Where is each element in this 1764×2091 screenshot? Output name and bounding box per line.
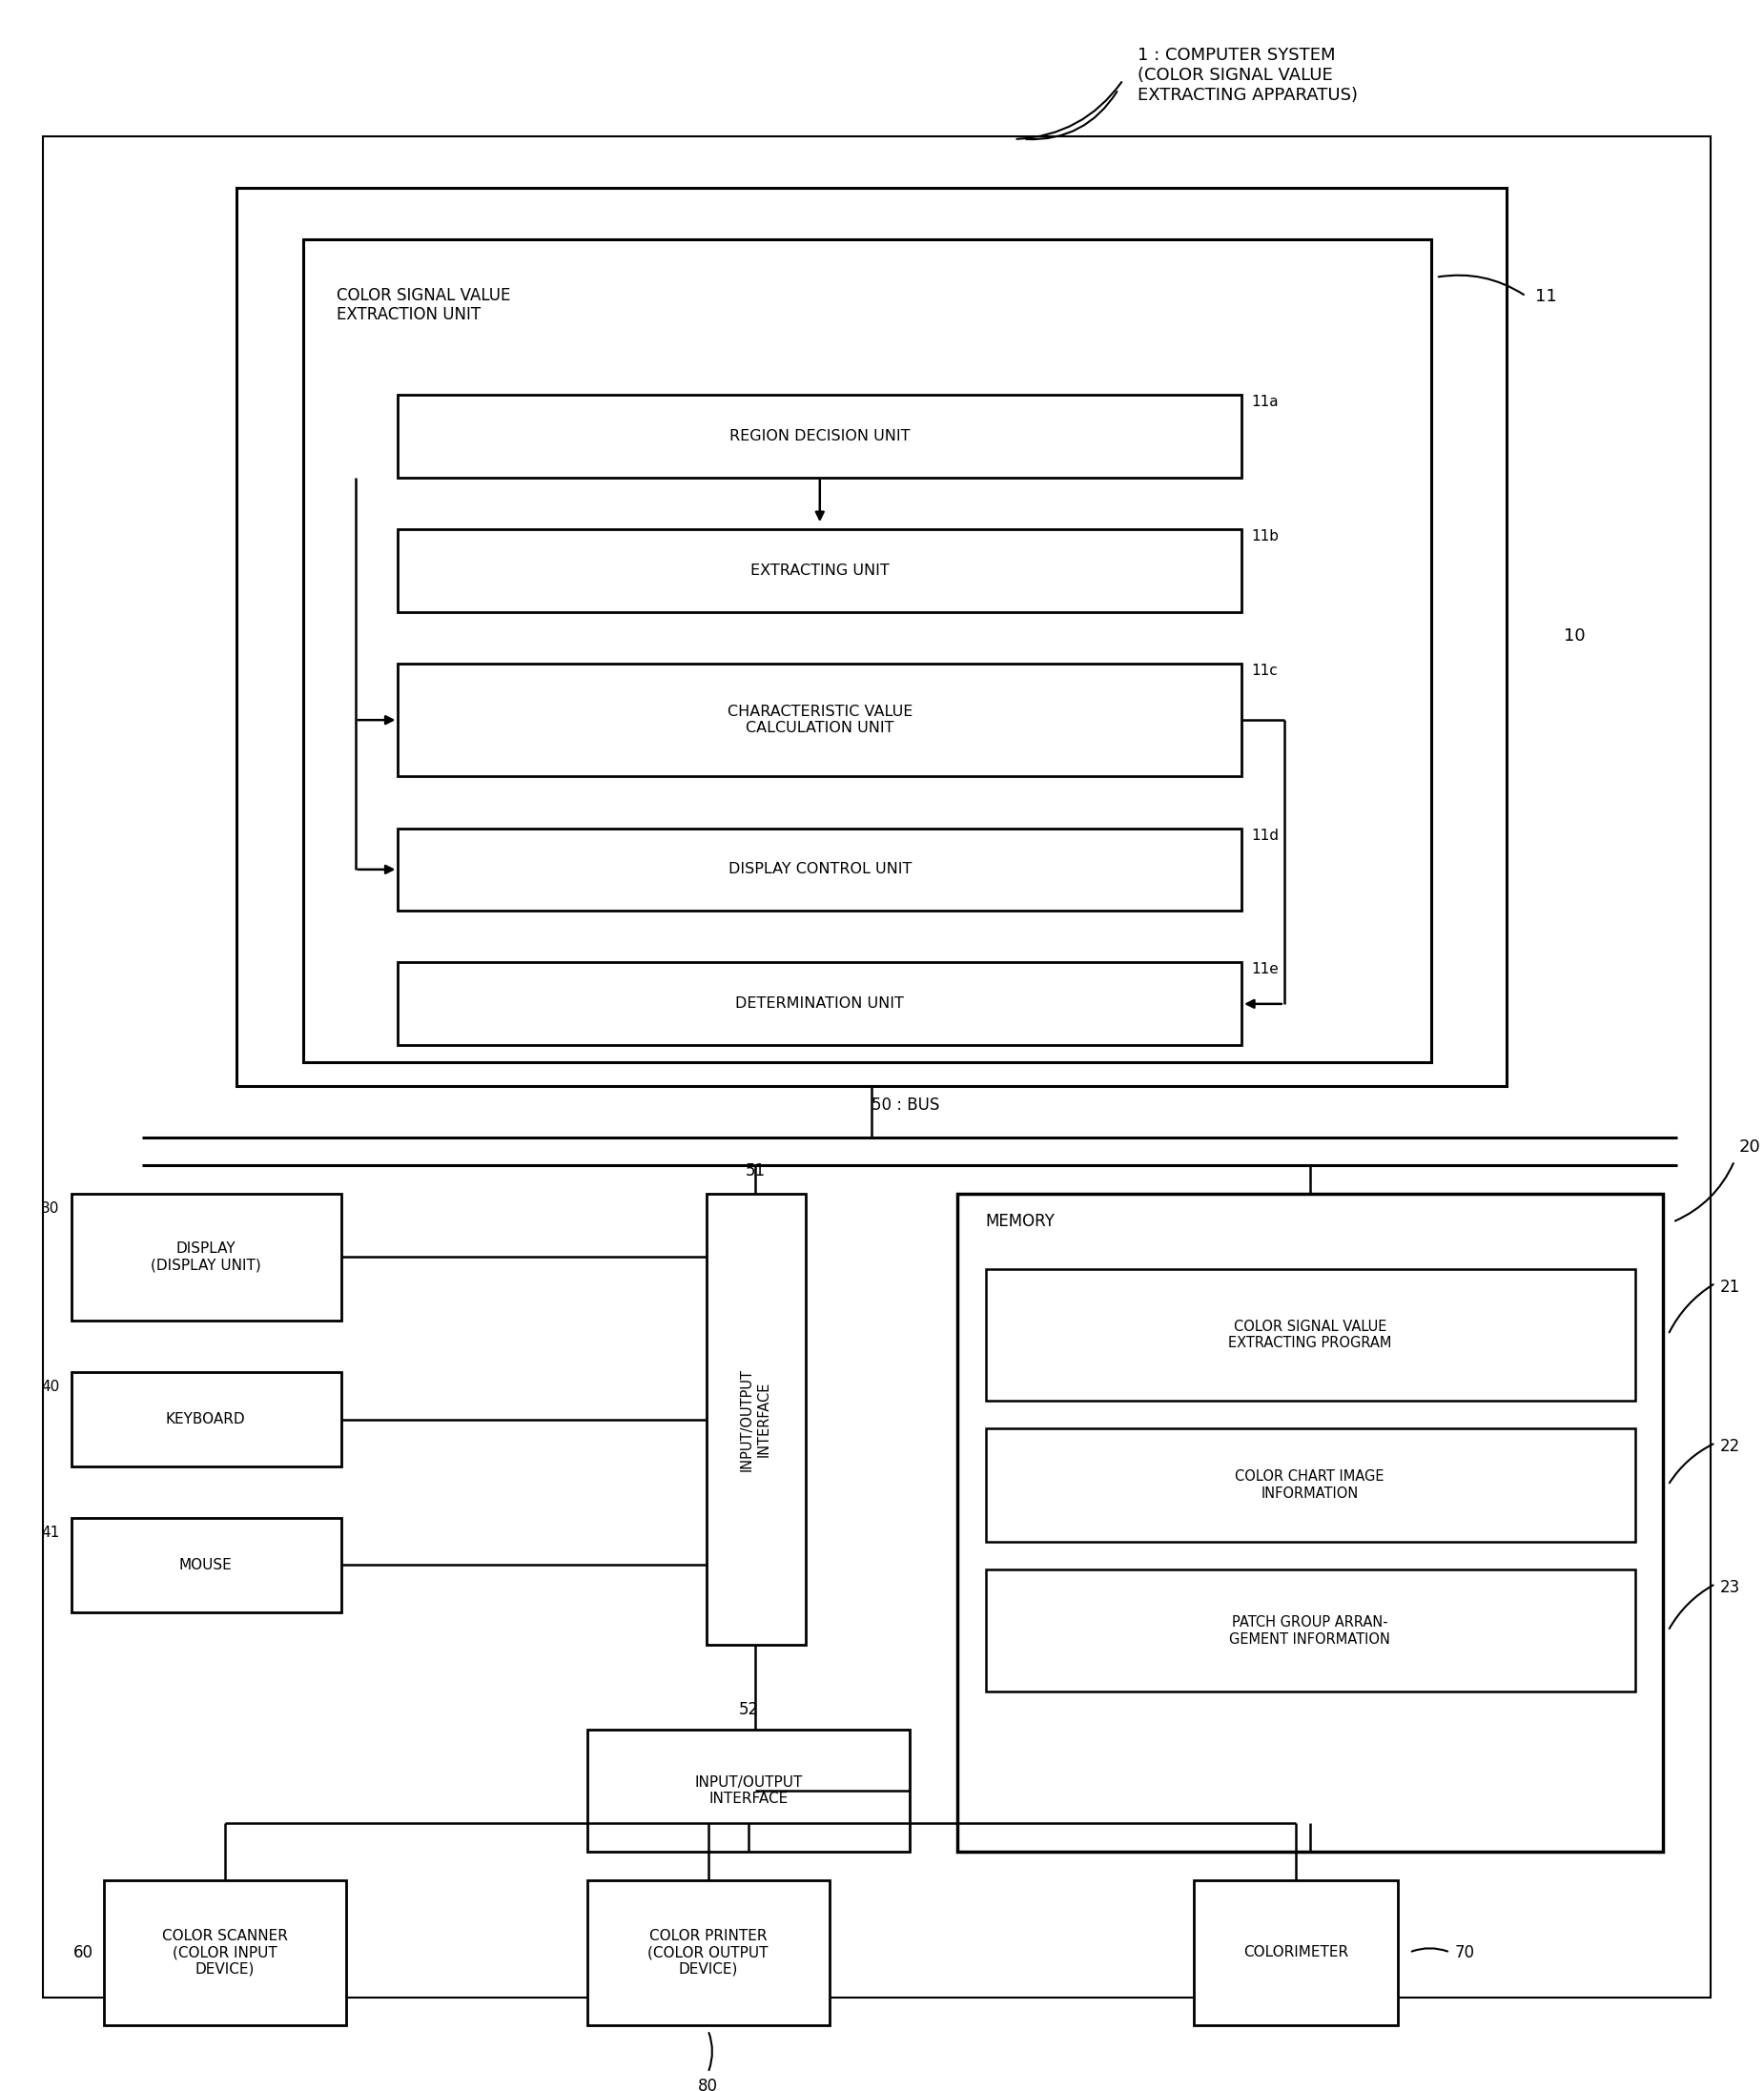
Text: 52: 52 (739, 1702, 759, 1719)
Text: 51: 51 (746, 1163, 766, 1179)
Text: 80: 80 (699, 2076, 718, 2091)
Text: COLOR SIGNAL VALUE
EXTRACTING PROGRAM: COLOR SIGNAL VALUE EXTRACTING PROGRAM (1228, 1319, 1392, 1351)
Bar (587, 1880, 829, 2026)
Text: 1 : COMPUTER SYSTEM
(COLOR SIGNAL VALUE
EXTRACTING APPARATUS): 1 : COMPUTER SYSTEM (COLOR SIGNAL VALUE … (1138, 46, 1358, 105)
Text: 11a: 11a (1251, 395, 1279, 410)
Text: MEMORY: MEMORY (986, 1213, 1055, 1230)
Text: DETERMINATION UNIT: DETERMINATION UNIT (736, 997, 905, 1012)
Text: COLOR SCANNER
(COLOR INPUT
DEVICE): COLOR SCANNER (COLOR INPUT DEVICE) (162, 1928, 288, 1976)
Bar (399, 395, 1242, 477)
Text: 70: 70 (1455, 1945, 1475, 1961)
Text: CHARACTERISTIC VALUE
CALCULATION UNIT: CHARACTERISTIC VALUE CALCULATION UNIT (727, 705, 912, 736)
Bar (986, 1428, 1635, 1541)
Bar (399, 529, 1242, 613)
Bar (399, 828, 1242, 912)
Text: DISPLAY CONTROL UNIT: DISPLAY CONTROL UNIT (729, 861, 912, 876)
Text: COLOR CHART IMAGE
INFORMATION: COLOR CHART IMAGE INFORMATION (1235, 1470, 1385, 1501)
Bar (303, 240, 1431, 1062)
Text: INPUT/OUTPUT
INTERFACE: INPUT/OUTPUT INTERFACE (695, 1775, 803, 1807)
Text: COLORIMETER: COLORIMETER (1244, 1945, 1348, 1959)
Text: 10: 10 (1565, 627, 1586, 644)
Text: INPUT/OUTPUT
INTERFACE: INPUT/OUTPUT INTERFACE (739, 1368, 771, 1470)
Text: DISPLAY
(DISPLAY UNIT): DISPLAY (DISPLAY UNIT) (150, 1242, 261, 1271)
Text: 11c: 11c (1251, 663, 1277, 677)
Bar (71, 1372, 340, 1466)
Text: 11: 11 (1535, 286, 1558, 305)
Bar (236, 188, 1506, 1085)
Bar (399, 962, 1242, 1046)
Bar (1194, 1880, 1399, 2026)
Bar (986, 1269, 1635, 1401)
Text: 30: 30 (41, 1202, 60, 1215)
Bar (71, 1518, 340, 1612)
Text: 11d: 11d (1251, 828, 1279, 843)
Text: 23: 23 (1720, 1579, 1741, 1595)
Text: EXTRACTING UNIT: EXTRACTING UNIT (750, 562, 889, 577)
Bar (986, 1570, 1635, 1692)
Bar (399, 663, 1242, 776)
Text: COLOR PRINTER
(COLOR OUTPUT
DEVICE): COLOR PRINTER (COLOR OUTPUT DEVICE) (647, 1928, 769, 1976)
Text: COLOR SIGNAL VALUE
EXTRACTION UNIT: COLOR SIGNAL VALUE EXTRACTION UNIT (337, 286, 510, 324)
Text: 11b: 11b (1251, 529, 1279, 544)
Text: MOUSE: MOUSE (180, 1558, 233, 1572)
Text: PATCH GROUP ARRAN-
GEMENT INFORMATION: PATCH GROUP ARRAN- GEMENT INFORMATION (1230, 1616, 1390, 1646)
Bar (104, 1880, 346, 2026)
Text: 60: 60 (72, 1945, 93, 1961)
Bar (587, 1729, 910, 1853)
Text: 50 : BUS: 50 : BUS (871, 1096, 940, 1115)
Text: 41: 41 (41, 1526, 60, 1539)
Text: 20: 20 (1739, 1138, 1760, 1156)
Text: 22: 22 (1720, 1439, 1741, 1455)
Bar (958, 1194, 1663, 1853)
Text: KEYBOARD: KEYBOARD (166, 1411, 245, 1426)
Bar (706, 1194, 806, 1646)
Bar (71, 1194, 340, 1322)
Text: 40: 40 (41, 1380, 60, 1395)
Text: 11e: 11e (1251, 962, 1279, 976)
Text: REGION DECISION UNIT: REGION DECISION UNIT (730, 429, 910, 443)
Text: 21: 21 (1720, 1278, 1741, 1296)
